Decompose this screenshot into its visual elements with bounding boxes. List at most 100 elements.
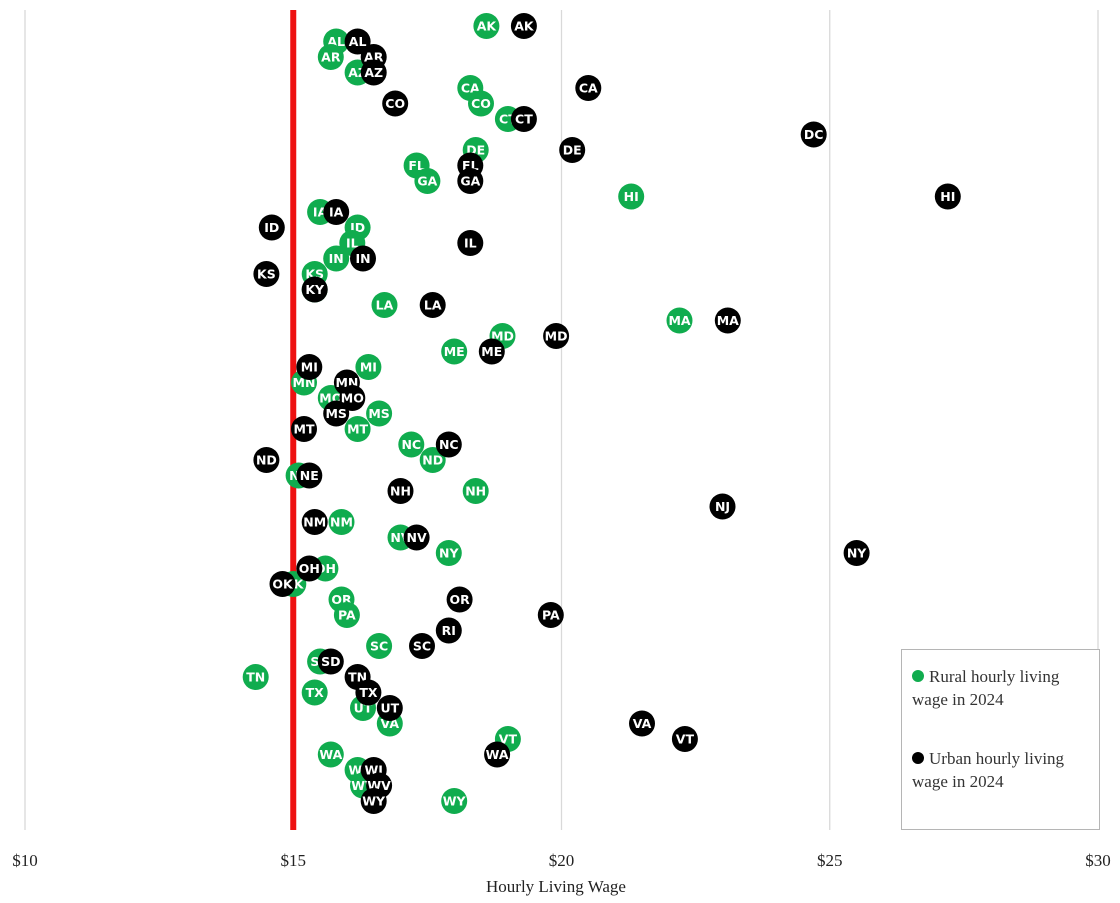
urban-point-il: IL [457, 230, 484, 256]
urban-point-nd: ND [253, 447, 280, 473]
rural-label-ak: AK [477, 19, 498, 34]
rural-point-nc: NC [398, 431, 425, 458]
urban-label-wy: WY [362, 794, 386, 809]
rural-label-ga: GA [417, 174, 437, 189]
urban-point-sd: SD [317, 648, 344, 675]
urban-marker-ks [253, 261, 280, 287]
urban-label-il: IL [464, 236, 477, 251]
urban-marker-ne [296, 462, 323, 489]
rural-point-ar: AR [317, 44, 344, 70]
rural-marker-tn [242, 664, 269, 690]
rural-marker-mt [344, 416, 371, 442]
rural-label-hi: HI [624, 189, 639, 204]
urban-point-ok: OK [269, 571, 296, 597]
rural-point-ga: GA [414, 168, 441, 194]
urban-label-mo: MO [341, 391, 364, 406]
urban-point-dc: DC [800, 121, 827, 148]
urban-marker-nh [387, 478, 414, 504]
urban-point-ia: IA [323, 199, 350, 225]
rural-point-ak: AK [473, 13, 500, 39]
rural-point-la: LA [371, 292, 398, 318]
rural-point-mi: MI [355, 354, 382, 380]
urban-point-wa: WA [484, 741, 511, 768]
urban-marker-pa [537, 602, 564, 628]
urban-marker-oh [296, 555, 323, 582]
rural-point-nm: NM [328, 509, 355, 535]
urban-marker-al [344, 28, 371, 55]
legend-label-urban: Urban hourly living wage in 2024 [912, 749, 1065, 791]
rural-point-ma: MA [666, 307, 693, 334]
urban-point-de: DE [559, 137, 586, 163]
urban-label-or: OR [449, 592, 470, 607]
urban-label-tn: TN [348, 670, 367, 685]
urban-point-la: LA [419, 292, 446, 318]
urban-marker-tx [355, 679, 382, 706]
rural-marker-co [468, 90, 494, 117]
urban-label-ri: RI [442, 623, 456, 638]
urban-marker-de [559, 137, 586, 163]
rural-point-nh: NH [462, 478, 489, 504]
urban-point-nj: NJ [709, 493, 736, 520]
x-tick-label-20: $20 [549, 851, 575, 870]
urban-point-mo: MO [339, 385, 366, 411]
rural-marker-nd [419, 447, 446, 473]
urban-label-mi: MI [301, 360, 318, 375]
rural-point-wa: WA [317, 741, 344, 768]
rural-point-hi: HI [618, 183, 645, 210]
urban-marker-ct [510, 106, 537, 132]
urban-label-nm: NM [303, 515, 326, 530]
urban-label-al: AL [349, 34, 367, 49]
rural-label-tn: TN [246, 670, 265, 685]
urban-marker-nd [253, 447, 280, 473]
rural-marker-wa [317, 741, 344, 768]
urban-point-nv: NV [403, 524, 430, 551]
urban-point-me: ME [478, 338, 505, 365]
rural-marker-ma [666, 307, 693, 334]
urban-label-tx: TX [359, 685, 378, 700]
legend-item-urban: Urban hourly living wage in 2024 [912, 747, 1097, 793]
rural-point-ny: NY [435, 540, 462, 566]
legend-swatch-urban [912, 752, 924, 764]
urban-marker-or [446, 586, 473, 613]
urban-marker-ia [323, 199, 350, 225]
urban-point-oh: OH [296, 555, 323, 582]
rural-label-sc: SC [370, 639, 388, 654]
rural-marker-la [371, 292, 398, 318]
urban-point-co: CO [382, 90, 409, 117]
rural-point-sc: SC [366, 633, 393, 659]
rural-label-fl: FL [408, 158, 425, 173]
rural-marker-mi [355, 354, 382, 380]
urban-point-hi: HI [934, 183, 961, 210]
urban-point-nm: NM [301, 509, 328, 535]
rural-marker-wy [441, 788, 468, 814]
urban-label-ms: MS [325, 406, 346, 421]
x-tick-label-10: $10 [12, 851, 38, 870]
rural-point-tn: TN [242, 664, 269, 690]
urban-marker-md [543, 323, 570, 349]
urban-label-oh: OH [299, 561, 320, 576]
rural-point-pa: PA [333, 602, 360, 628]
data-points: AKALARAZCACOCTDEFLGAHIIAIDILINKSKYLAMAMD… [242, 13, 961, 814]
urban-point-md: MD [543, 323, 570, 349]
urban-marker-la [419, 292, 446, 318]
urban-marker-dc [800, 121, 827, 148]
rural-marker-ny [435, 540, 462, 566]
rural-point-ms: MS [366, 400, 393, 427]
x-tick-label-25: $25 [817, 851, 843, 870]
urban-marker-mo [339, 385, 366, 411]
rural-label-ca: CA [461, 81, 480, 96]
urban-label-dc: DC [804, 127, 824, 142]
rural-label-wa: WA [319, 747, 342, 762]
urban-label-nd: ND [256, 453, 277, 468]
urban-marker-ma [714, 307, 741, 334]
rural-label-ny: NY [439, 546, 459, 561]
rural-label-me: ME [444, 344, 465, 359]
legend-item-rural: Rural hourly living wage in 2024 [912, 665, 1097, 711]
urban-marker-mi [296, 354, 323, 380]
urban-marker-wy [360, 788, 387, 814]
urban-point-ne: NE [296, 462, 323, 489]
urban-point-ms: MS [323, 400, 350, 427]
urban-label-la: LA [424, 298, 442, 313]
x-tick-label-15: $15 [281, 851, 307, 870]
